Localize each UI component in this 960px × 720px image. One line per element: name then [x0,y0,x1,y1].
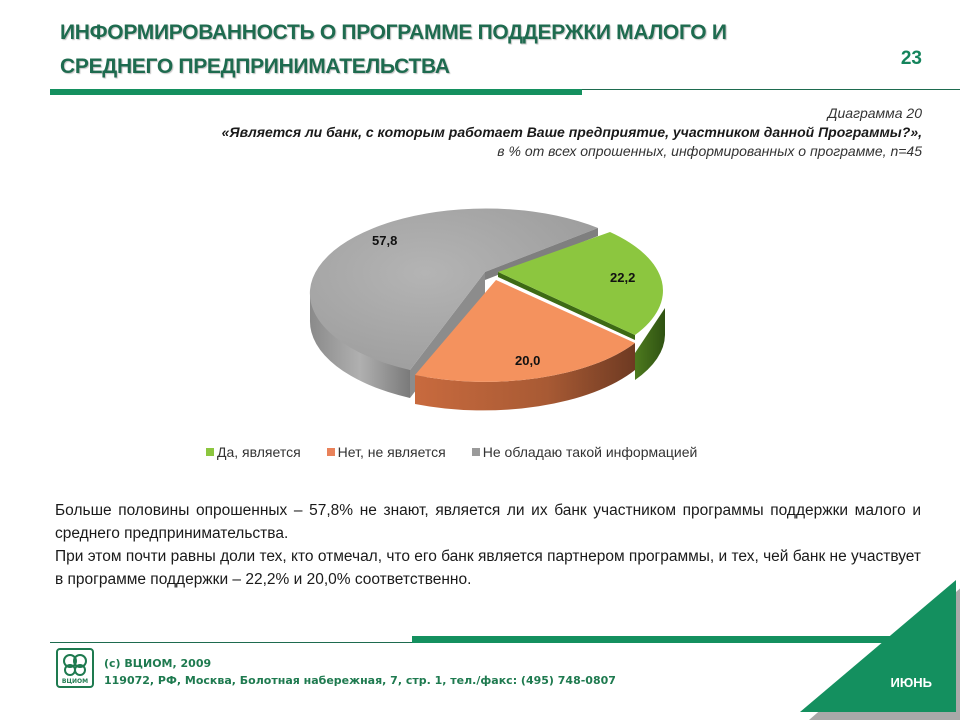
page-title: ИНФОРМИРОВАННОСТЬ О ПРОГРАММЕ ПОДДЕРЖКИ … [60,16,860,84]
summary-paragraph-2: При этом почти равны доли тех, кто отмеч… [55,548,921,588]
legend-swatch-grey [471,448,480,456]
page-title-line1: ИНФОРМИРОВАННОСТЬ О ПРОГРАММЕ ПОДДЕРЖКИ … [60,21,727,44]
pie-slice-not-member [415,280,635,411]
header-rule-thick [50,89,582,95]
logo-text: ВЦИОМ [62,678,88,685]
chart-legend: Да, является Нет, не является Не обладаю… [206,444,697,460]
footer-rule-thin [50,642,412,643]
vciom-logo-icon: ВЦИОМ [62,654,88,685]
vciom-logo: ВЦИОМ [56,648,94,688]
diagram-label: Диаграмма 20 [827,105,922,121]
header-rule-thin [582,89,960,90]
copyright: (c) ВЦИОМ, 2009 [104,657,212,670]
footer-info: (c) ВЦИОМ, 2009 119072, РФ, Москва, Боло… [104,655,616,689]
address: 119072, РФ, Москва, Болотная набережная,… [104,674,616,687]
legend-label: Нет, не является [337,444,446,460]
page-title-line2: СРЕДНЕГО ПРЕДПРИНИМАТЕЛЬСТВА [60,55,450,78]
legend-swatch-green [206,448,214,456]
sample-base: в % от всех опрошенных, информированных … [497,143,922,159]
legend-label: Не обладаю такой информацией [482,444,698,460]
label-member: 22,2 [610,270,635,285]
legend-label: Да, является [217,444,301,460]
label-no-info: 57,8 [372,233,397,248]
legend-swatch-orange [326,448,335,456]
summary-text: Больше половины опрошенных – 57,8% не зн… [55,499,921,591]
legend-item-not-member: Нет, не является [326,444,446,460]
summary-paragraph-1: Больше половины опрошенных – 57,8% не зн… [55,502,921,542]
chart-caption: Диаграмма 20 «Является ли банк, с которы… [222,104,922,161]
label-not-member: 20,0 [515,353,540,368]
month-label: ИЮНЬ [890,675,932,690]
pie-chart: 57,8 22,2 20,0 [309,208,665,411]
page-number: 23 [900,48,922,69]
legend-item-no-info: Не обладаю такой информацией [471,444,698,460]
pie-slice-member [498,232,665,380]
legend-item-member: Да, является [206,444,301,460]
footer-rule-thick [412,636,960,643]
corner-decoration [800,580,960,720]
survey-question: «Является ли банк, с которым работает Ва… [221,124,922,140]
